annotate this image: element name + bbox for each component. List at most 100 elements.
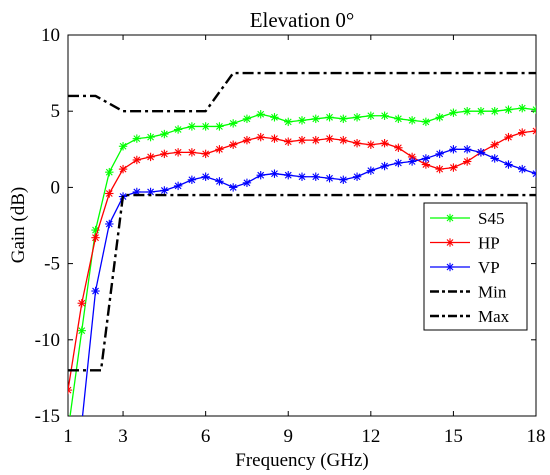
data-point-s45-16 <box>284 117 293 127</box>
data-point-vp-19 <box>339 175 348 184</box>
data-point-vp-27 <box>449 145 458 154</box>
data-point-vp-23 <box>394 158 403 168</box>
series-min <box>68 193 536 372</box>
data-point-hp-33 <box>518 128 527 137</box>
data-point-vp-22 <box>380 161 389 171</box>
data-point-hp-15 <box>270 134 279 143</box>
legend-items: S45 HP VP Min Max <box>430 209 510 326</box>
x-tick-label-5: 15 <box>444 426 463 447</box>
x-tick-label-1: 3 <box>118 426 128 447</box>
series-line-max <box>68 71 536 113</box>
data-point-vp-1 <box>91 286 100 296</box>
data-point-s45-1 <box>77 326 86 335</box>
data-point-vp-28 <box>462 145 472 154</box>
y-axis-label: Gain (dB) <box>8 187 29 264</box>
y-tick-label-2: -5 <box>44 254 60 275</box>
data-point-hp-29 <box>462 157 472 166</box>
data-point-s45-3 <box>105 167 114 177</box>
data-point-vp-9 <box>201 172 210 181</box>
data-point-s45-34 <box>531 105 536 114</box>
data-point-vp-16 <box>297 172 307 181</box>
legend-label-max: Max <box>478 307 510 326</box>
data-point-vp-31 <box>504 160 513 169</box>
x-axis-label: Frequency (GHz) <box>235 450 368 471</box>
legend-item-max: Max <box>430 307 510 326</box>
data-point-s45-15 <box>270 113 279 122</box>
legend: S45 HP VP Min Max <box>423 202 528 331</box>
data-point-hp-20 <box>339 135 348 145</box>
x-tick-label-4: 12 <box>361 426 380 447</box>
legend-marker-hp <box>445 238 455 247</box>
legend-item-min: Min <box>430 283 507 302</box>
series-line-vp <box>81 148 536 416</box>
data-point-hp-10 <box>201 149 210 159</box>
data-point-s45-12 <box>228 119 238 128</box>
data-point-hp-21 <box>352 139 362 148</box>
data-point-hp-19 <box>325 134 334 143</box>
data-point-hp-17 <box>297 135 307 145</box>
data-point-hp-8 <box>173 148 183 157</box>
legend-label-hp: HP <box>478 234 500 253</box>
series-vp <box>78 145 536 427</box>
legend-label-min: Min <box>478 283 507 302</box>
tick-labels: 1 3 6 9 12 15 18 -15 -10 -5 0 5 10 <box>35 25 546 447</box>
data-point-vp-15 <box>284 171 293 180</box>
data-point-hp-31 <box>490 140 499 149</box>
data-point-vp-14 <box>270 169 279 178</box>
data-point-s45-4 <box>118 142 128 151</box>
data-point-s45-18 <box>311 114 320 124</box>
legend-marker-s45 <box>445 213 455 223</box>
data-point-s45-22 <box>366 111 376 120</box>
data-point-s45-25 <box>407 116 417 125</box>
data-point-hp-5 <box>132 155 142 165</box>
data-point-hp-34 <box>531 126 536 136</box>
data-point-s45-6 <box>146 132 155 142</box>
data-point-s45-8 <box>173 125 183 134</box>
data-point-s45-29 <box>462 107 472 116</box>
data-point-s45-24 <box>394 114 403 124</box>
data-point-s45-14 <box>256 110 265 119</box>
data-point-vp-12 <box>242 178 252 188</box>
legend-label-vp: VP <box>478 258 500 277</box>
data-point-vp-24 <box>407 157 417 166</box>
data-point-s45-17 <box>297 116 307 125</box>
data-point-hp-4 <box>118 164 128 174</box>
x-tick-label-0: 1 <box>63 426 73 447</box>
data-point-hp-22 <box>366 140 376 149</box>
data-point-s45-31 <box>490 107 499 116</box>
data-point-vp-21 <box>366 166 376 175</box>
data-point-s45-27 <box>435 113 444 122</box>
data-point-vp-6 <box>160 186 169 195</box>
data-point-hp-27 <box>435 164 444 174</box>
data-point-s45-19 <box>325 113 334 122</box>
data-point-vp-2 <box>105 219 114 229</box>
data-point-s45-10 <box>201 122 210 131</box>
data-point-vp-13 <box>256 171 265 180</box>
legend-item-s45: S45 <box>430 209 504 228</box>
data-point-vp-0 <box>78 419 86 427</box>
data-point-vp-8 <box>187 175 197 184</box>
series-layer <box>68 71 536 427</box>
data-point-s45-7 <box>160 129 169 139</box>
data-point-vp-25 <box>421 154 431 163</box>
y-tick-label-5: 10 <box>41 25 60 46</box>
y-tick-label-0: -15 <box>35 406 60 427</box>
series-line-min <box>68 193 536 372</box>
data-point-s45-11 <box>215 122 224 131</box>
data-point-hp-0 <box>68 385 73 395</box>
data-point-hp-16 <box>284 137 293 146</box>
data-point-s45-13 <box>242 114 252 124</box>
y-tick-label-4: 5 <box>51 101 61 122</box>
data-point-hp-11 <box>215 145 224 154</box>
data-point-hp-32 <box>504 132 513 142</box>
data-point-s45-23 <box>380 111 389 120</box>
data-point-hp-26 <box>421 160 431 169</box>
data-point-hp-18 <box>311 135 320 145</box>
data-point-s45-33 <box>518 103 527 113</box>
legend-item-vp: VP <box>430 258 500 277</box>
data-point-vp-20 <box>352 172 362 181</box>
data-point-hp-1 <box>77 299 86 308</box>
series-max <box>68 71 536 113</box>
data-point-s45-5 <box>132 134 142 143</box>
